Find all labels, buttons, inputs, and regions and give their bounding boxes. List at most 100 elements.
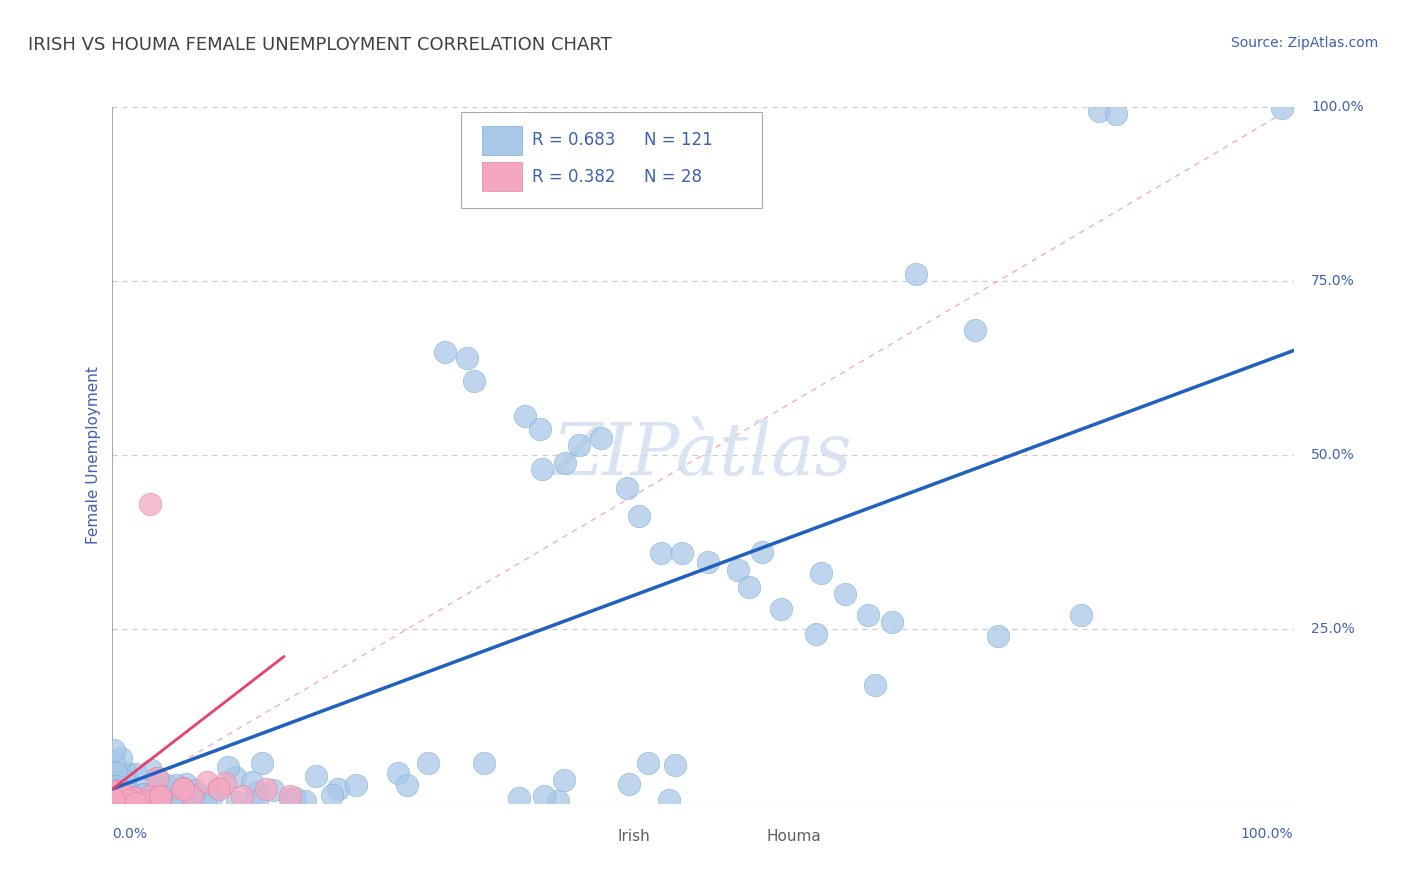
Point [865, 678, 887, 692]
Point [344, 778, 367, 792]
Point [387, 766, 409, 780]
Point [107, 791, 129, 805]
Point [117, 768, 139, 782]
Point [162, 792, 184, 806]
Point [115, 783, 138, 797]
Point [195, 775, 218, 789]
Point [637, 756, 659, 770]
Point [111, 792, 134, 806]
Point [117, 796, 139, 810]
Text: 50.0%: 50.0% [1312, 448, 1355, 462]
Point [107, 795, 129, 809]
Point [231, 789, 253, 803]
Point [110, 751, 132, 765]
Point [111, 787, 134, 801]
Point [294, 794, 316, 808]
Point [122, 790, 145, 805]
Point [139, 789, 162, 804]
Point [118, 794, 141, 808]
Point [103, 742, 125, 756]
Point [111, 792, 134, 806]
Point [132, 794, 155, 808]
Point [671, 545, 693, 559]
Point [120, 795, 142, 809]
Point [172, 780, 194, 795]
Point [134, 789, 156, 803]
Point [250, 756, 273, 771]
Point [207, 780, 229, 795]
FancyBboxPatch shape [724, 822, 759, 849]
Point [262, 782, 284, 797]
Text: ZIPàtlas: ZIPàtlas [553, 419, 853, 491]
FancyBboxPatch shape [461, 112, 762, 208]
Point [246, 794, 269, 808]
Point [110, 789, 132, 803]
Point [125, 767, 148, 781]
Point [513, 409, 536, 424]
Point [149, 790, 172, 805]
Point [124, 795, 146, 809]
Point [122, 789, 145, 804]
Point [172, 781, 194, 796]
Point [554, 456, 576, 470]
Point [138, 791, 160, 805]
Point [117, 796, 139, 810]
Point [114, 791, 136, 805]
Point [463, 374, 485, 388]
Point [834, 587, 856, 601]
Point [529, 422, 551, 436]
Point [278, 789, 301, 803]
Point [104, 784, 127, 798]
Point [456, 351, 478, 365]
Point [110, 787, 132, 801]
Point [284, 790, 307, 805]
Point [1105, 107, 1128, 121]
Point [132, 787, 155, 801]
Point [533, 789, 555, 803]
Text: 75.0%: 75.0% [1312, 274, 1355, 288]
Y-axis label: Female Unemployment: Female Unemployment [86, 366, 101, 544]
Point [658, 793, 681, 807]
Point [152, 780, 174, 794]
Point [104, 780, 127, 794]
Point [105, 790, 128, 805]
Point [963, 323, 986, 337]
Point [278, 792, 301, 806]
Point [142, 786, 165, 800]
Point [568, 438, 591, 452]
Point [224, 770, 246, 784]
Point [111, 788, 134, 802]
Point [107, 787, 129, 801]
Point [103, 755, 125, 769]
Point [326, 781, 349, 796]
Point [751, 545, 773, 559]
Point [183, 783, 205, 797]
Point [174, 791, 197, 805]
Point [104, 768, 127, 782]
Point [103, 793, 125, 807]
Point [110, 792, 132, 806]
Text: 0.0%: 0.0% [112, 827, 148, 841]
Point [416, 756, 439, 771]
Point [120, 790, 142, 805]
Point [472, 756, 495, 770]
Point [108, 775, 131, 789]
Point [108, 780, 131, 794]
Point [628, 508, 651, 523]
Point [131, 795, 153, 809]
Text: R = 0.382: R = 0.382 [531, 168, 616, 186]
Point [125, 796, 148, 810]
Point [103, 790, 125, 805]
Point [1087, 103, 1109, 118]
Point [738, 581, 761, 595]
Text: IRISH VS HOUMA FEMALE UNEMPLOYMENT CORRELATION CHART: IRISH VS HOUMA FEMALE UNEMPLOYMENT CORRE… [28, 36, 612, 54]
Point [105, 786, 128, 800]
Text: R = 0.683: R = 0.683 [531, 131, 614, 150]
Point [194, 791, 217, 805]
Point [165, 778, 187, 792]
Point [1070, 607, 1092, 622]
Point [904, 267, 927, 281]
Point [139, 787, 162, 801]
Point [129, 794, 152, 808]
Point [125, 796, 148, 810]
